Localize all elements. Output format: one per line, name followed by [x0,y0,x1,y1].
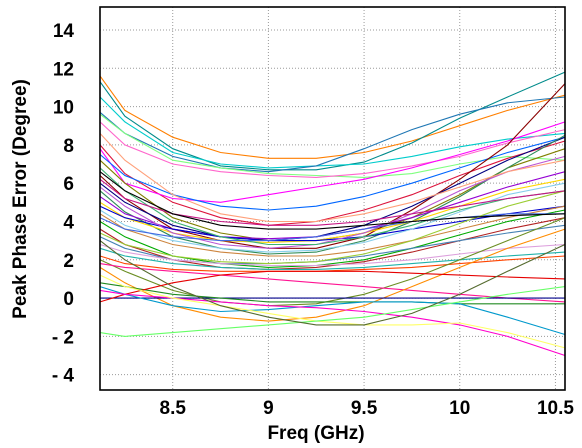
series-line-9 [99,136,566,211]
series-line-41 [99,178,566,226]
series-line-42 [99,171,566,230]
y-axis-title: Peak Phase Error (Degree) [10,79,31,319]
y-tick-label: - 2 [52,327,74,348]
x-tick-label: 10 [449,398,470,419]
series-line-39 [99,213,565,242]
series-line-16 [99,205,566,242]
y-tick-labels: - 4 - 2 0 2 4 6 8 10 12 14 [52,21,75,387]
series-line-4 [99,96,566,173]
y-tick-label: 2 [63,251,74,272]
series-line-13 [99,134,566,255]
series-line-35 [99,240,566,326]
series-line-38 [99,133,566,223]
series-line-25 [99,217,566,307]
series-lines [99,71,566,357]
series-line-30 [99,270,566,303]
series-line-34 [99,286,566,337]
series-line-5 [99,113,566,178]
plot-frame [99,6,566,391]
series-line-2 [99,71,566,171]
x-tick-label: 9 [263,398,274,419]
series-line-1 [99,75,566,159]
series-line-8 [99,121,566,203]
y-tick-label: 4 [63,212,74,233]
series-line-37 [99,167,566,246]
series-line-20 [99,217,566,270]
y-tick-label: 0 [63,289,74,310]
x-tick-label: 9.5 [351,398,378,419]
y-tick-label: 12 [53,59,74,80]
series-line-22 [99,243,566,267]
series-line-18 [99,205,566,257]
y-tick-label: - 4 [52,366,75,387]
y-tick-label: 8 [63,136,74,157]
series-line-11 [99,83,566,249]
x-tick-label: 10.5 [537,398,574,419]
series-line-26 [99,263,566,303]
y-tick-label: 14 [53,21,75,42]
series-line-3 [99,96,566,169]
x-tick-label: 8.5 [160,398,187,419]
x-axis-title: Freq (GHz) [267,423,364,444]
series-line-23 [99,247,566,270]
series-line-33 [99,274,566,349]
series-line-31 [99,286,566,336]
series-line-6 [99,121,566,178]
series-line-32 [99,289,566,357]
x-tick-labels: 8.5 9 9.5 10 10.5 [160,398,575,419]
y-tick-label: 10 [53,98,74,119]
series-line-40 [99,190,566,265]
series-line-27 [99,228,566,322]
y-tick-label: 6 [63,174,74,195]
series-line-29 [99,282,565,305]
